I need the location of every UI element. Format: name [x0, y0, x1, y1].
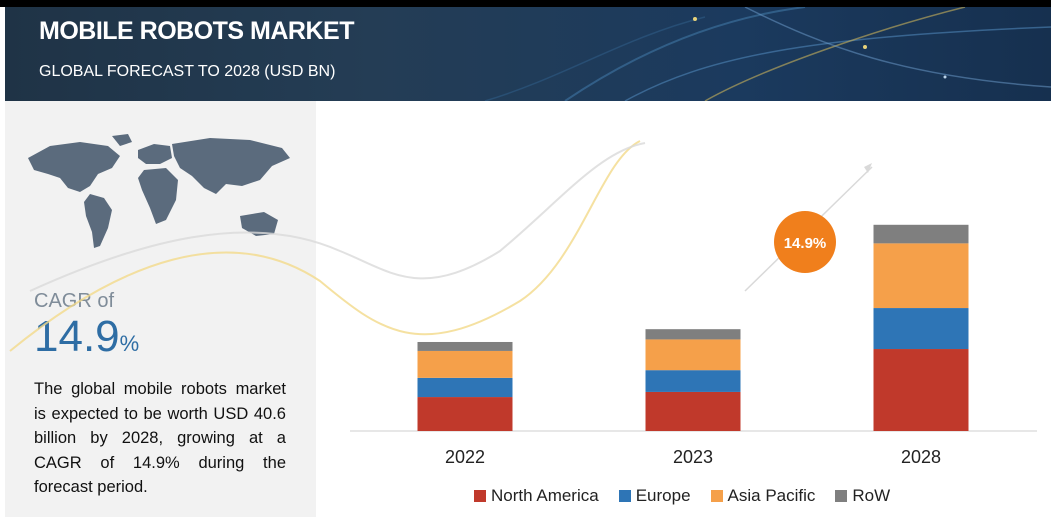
x-tick-label: 2028	[901, 447, 941, 467]
cagr-number: 14.9	[34, 312, 120, 361]
bar-2028-asia-pacific	[873, 243, 969, 309]
bar-2023-north-america	[645, 391, 741, 431]
header-background-art	[484, 7, 1051, 101]
bar-2022-north-america	[417, 397, 513, 431]
legend-label: Europe	[635, 486, 691, 505]
bars-group	[417, 224, 969, 431]
cagr-percent-sign: %	[119, 331, 140, 356]
cagr-badge	[774, 211, 836, 273]
header-banner: MOBILE ROBOTS MARKET GLOBAL FORECAST TO …	[5, 7, 1051, 101]
bar-2022-europe	[417, 377, 513, 398]
world-map-icon	[28, 134, 290, 248]
x-tick-label: 2022	[445, 447, 485, 467]
bar-2028-north-america	[873, 349, 969, 431]
legend-item-europe: Europe	[618, 486, 691, 506]
bar-2028-europe	[873, 308, 969, 350]
legend-item-north-america: North America	[474, 486, 599, 506]
x-tick-labels: 2022 2023 2028	[445, 447, 941, 467]
legend-label: North America	[491, 486, 599, 505]
chart-legend: North America Europe Asia Pacific RoW	[474, 486, 890, 506]
legend-swatch	[618, 490, 631, 502]
legend-item-asia-pacific: Asia Pacific	[710, 486, 816, 506]
bar-2022-row	[417, 341, 513, 351]
chart-subtitle: GLOBAL FORECAST TO 2028 (USD BN)	[39, 63, 336, 80]
bar-2022-asia-pacific	[417, 350, 513, 378]
x-tick-label: 2023	[673, 447, 713, 467]
growth-arrowhead	[864, 163, 872, 173]
summary-description: The global mobile robots market is expec…	[34, 380, 286, 496]
legend-label: RoW	[852, 486, 891, 505]
legend-swatch	[710, 490, 723, 502]
chart-title: MOBILE ROBOTS MARKET	[39, 17, 355, 45]
legend-item-row: RoW	[835, 486, 890, 506]
bar-2028-row	[873, 224, 969, 244]
cagr-value: 14.9%	[34, 312, 139, 369]
legend-label: Asia Pacific	[727, 486, 816, 505]
bar-2023-europe	[645, 370, 741, 392]
legend-swatch	[474, 490, 486, 502]
cagr-badge-label: 14.9%	[784, 235, 827, 252]
bar-2023-row	[645, 329, 741, 340]
top-edge	[0, 0, 1051, 7]
stacked-bar-chart: 2022 2023 2028 14.9%	[9, 140, 1037, 467]
bar-2023-asia-pacific	[645, 339, 741, 371]
decorative-swooshes	[9, 140, 646, 352]
legend-swatch	[835, 490, 848, 502]
cagr-label: CAGR of	[34, 290, 115, 312]
